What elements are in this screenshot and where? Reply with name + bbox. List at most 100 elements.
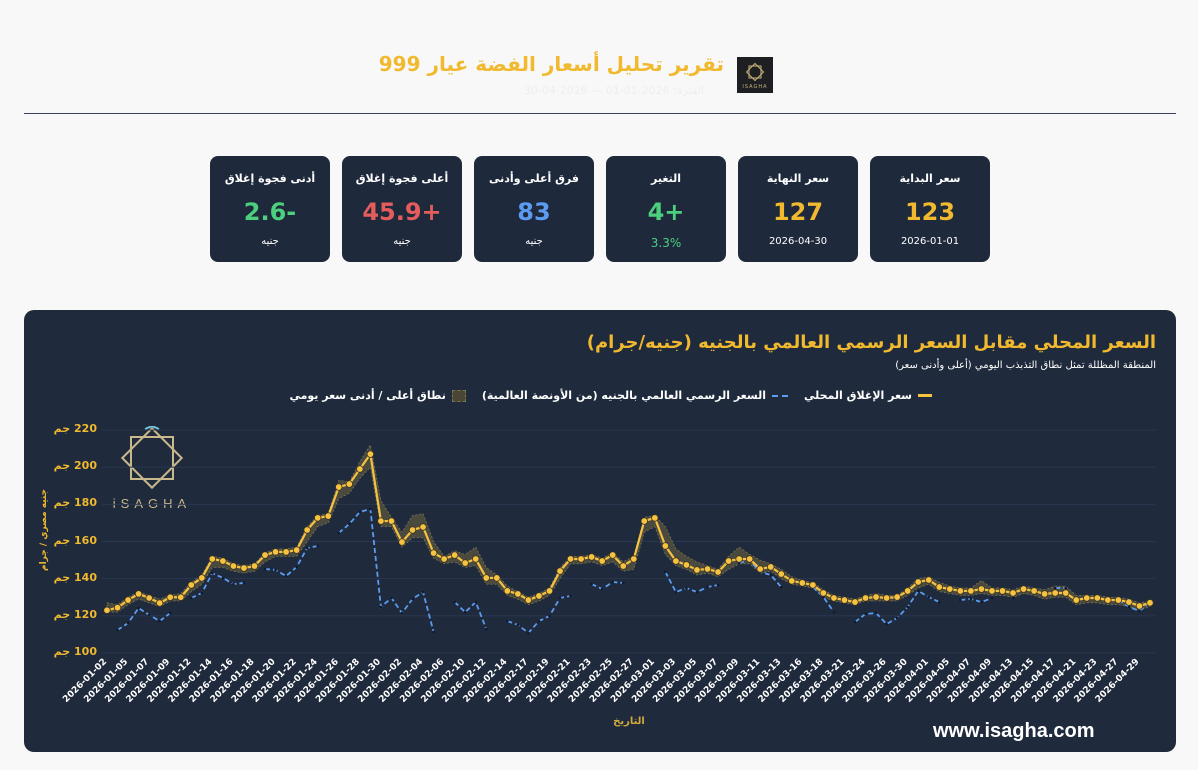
local-close-point (619, 562, 627, 570)
local-close-point (577, 555, 585, 563)
legend-label: السعر الرسمي العالمي بالجنيه (من الأونصة… (481, 389, 766, 402)
local-close-point (1040, 590, 1049, 598)
card-sub: 3.3% (650, 236, 682, 250)
official-price-point (211, 571, 214, 575)
official-price-point (980, 600, 983, 604)
official-price-point (158, 619, 161, 623)
local-close-point (830, 594, 838, 602)
local-close-point (1093, 594, 1102, 602)
local-close-point (335, 483, 343, 491)
card-value: 45.9+ (362, 198, 442, 226)
chart-legend: سعر الإغلاق المحلي السعر الرسمي العالمي … (289, 389, 932, 402)
local-close-point (998, 587, 1007, 595)
official-price-point (537, 619, 541, 623)
card-max-gap: أعلى فجوة إغلاق 45.9+ جنيه (342, 156, 462, 262)
official-price-point (600, 587, 604, 591)
official-price-point (990, 596, 994, 600)
local-close-point (745, 555, 754, 563)
official-price-line (960, 597, 993, 604)
local-close-point (956, 587, 965, 595)
isagha-logo: ISAGHA (737, 57, 773, 93)
local-close-line (106, 451, 1151, 612)
card-start-price: سعر البداية 123 2026-01-01 (870, 156, 990, 262)
official-price-point (864, 612, 867, 616)
card-change: التغير 4+ 3.3% (606, 156, 726, 262)
legend-label: نطاق أعلى / أدنى سعر يومي (289, 389, 446, 402)
official-price-line (1117, 599, 1151, 613)
local-close-point (651, 514, 659, 522)
local-close-point (967, 587, 975, 595)
local-close-point (250, 562, 259, 570)
local-close-point (134, 590, 143, 598)
legend-label: سعر الإغلاق المحلي (803, 389, 912, 402)
website-url[interactable]: www.isagha.com (933, 720, 1095, 742)
official-price-point (137, 606, 140, 610)
local-close-point (566, 555, 575, 563)
local-close-point (261, 551, 269, 559)
local-close-point (1019, 585, 1028, 593)
band-swatch-icon (451, 389, 466, 402)
local-close-point (925, 576, 933, 584)
card-value: 127 (772, 198, 824, 226)
local-close-point (408, 526, 417, 534)
official-price-point (242, 581, 246, 585)
local-close-point (640, 517, 649, 525)
local-close-point (303, 526, 311, 534)
y-tick-label: 120 جم (53, 607, 97, 621)
official-price-point (232, 582, 235, 586)
official-price-point (937, 600, 941, 604)
official-price-point (569, 594, 572, 598)
local-close-point (366, 450, 375, 458)
local-close-point (1030, 587, 1038, 595)
local-close-point (1146, 599, 1154, 607)
report-period: الفترة: 2026-01-01 — 2026-04-30 (523, 84, 704, 97)
local-close-point (872, 593, 880, 601)
legend-item-official-price[interactable]: السعر الرسمي العالمي بالجنيه (من الأونصة… (482, 389, 788, 402)
official-price-point (916, 589, 920, 593)
card-value: 2.6- (243, 198, 297, 226)
local-close-point (893, 593, 901, 601)
stats-cards: سعر البداية 123 2026-01-01 سعر النهاية 1… (210, 156, 990, 262)
octagram-logo-icon (745, 62, 765, 81)
official-price-point (621, 581, 625, 585)
local-close-point (608, 551, 617, 559)
local-close-point (735, 555, 743, 563)
official-price-point (221, 576, 225, 580)
card-value: 4+ (647, 198, 685, 226)
local-close-point (450, 551, 459, 559)
official-price-line (591, 581, 624, 591)
local-close-point (1104, 596, 1112, 604)
local-close-point (788, 577, 796, 585)
card-end-price: سعر النهاية 127 2026-04-30 (738, 156, 858, 262)
official-price-point (674, 590, 678, 594)
local-close-point (271, 548, 280, 556)
official-price-point (274, 568, 277, 572)
local-close-point (472, 555, 480, 563)
local-close-point (419, 523, 427, 531)
legend-item-range-band[interactable]: نطاق أعلى / أدنى سعر يومي (289, 389, 466, 402)
y-tick-label: 200 جم (53, 459, 97, 473)
x-axis-title: التاريخ (613, 716, 645, 727)
local-close-point (345, 480, 354, 488)
local-close-point (682, 561, 691, 569)
local-close-point (124, 596, 132, 604)
price-chart: 2026-01-022026-01-052026-01-072026-01-09… (61, 429, 1155, 705)
legend-item-local-close[interactable]: سعر الإغلاق المحلي (804, 389, 932, 402)
local-close-point (903, 587, 912, 595)
report-header: ISAGHA تقرير تحليل أسعار الفضة عيار 999 … (0, 0, 1198, 114)
local-close-point (946, 585, 954, 593)
card-sub: جنيه (261, 236, 279, 247)
card-label: أدنى فجوة إغلاق (224, 172, 316, 185)
card-label: فرق أعلى وأدنى (489, 172, 579, 185)
official-price-point (832, 610, 836, 614)
official-price-point (695, 590, 699, 594)
y-tick-label: 100 جم (53, 645, 97, 658)
local-close-point (1083, 594, 1091, 602)
card-label: التغير (651, 172, 681, 185)
card-value: 83 (517, 198, 551, 226)
local-close-point (882, 594, 891, 602)
official-price-point (611, 580, 614, 584)
card-label: سعر البداية (899, 172, 961, 185)
local-close-point (630, 555, 638, 563)
official-price-point (189, 596, 193, 600)
